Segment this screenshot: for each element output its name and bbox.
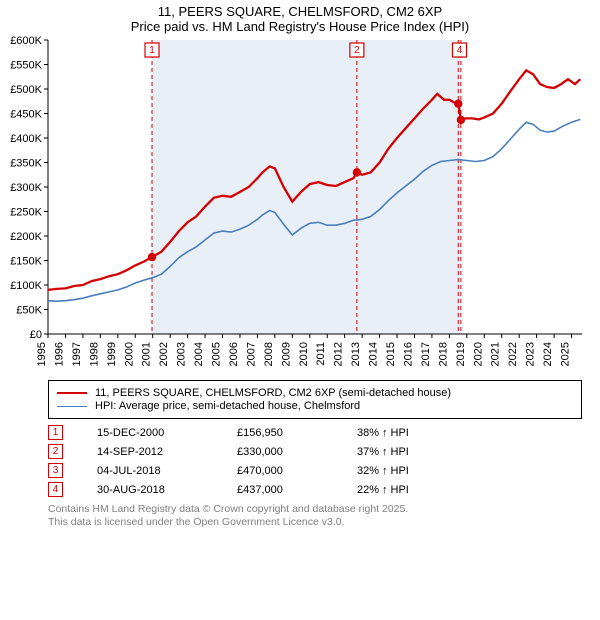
svg-text:2005: 2005 xyxy=(211,342,223,366)
svg-text:4: 4 xyxy=(457,45,463,56)
legend-row-hpi: HPI: Average price, semi-detached house,… xyxy=(57,400,573,412)
svg-text:£200K: £200K xyxy=(10,231,42,243)
svg-text:2000: 2000 xyxy=(123,342,135,366)
sale-marker-4: 4 xyxy=(48,482,63,497)
sale-delta: 22%↑HPI xyxy=(357,484,467,496)
legend: 11, PEERS SQUARE, CHELMSFORD, CM2 6XP (s… xyxy=(48,380,582,419)
sale-marker-2: 2 xyxy=(48,444,63,459)
sales-row: 1 15-DEC-2000£156,95038%↑HPI xyxy=(48,425,582,440)
legend-swatch-property xyxy=(57,392,87,394)
sale-price: £330,000 xyxy=(237,446,357,458)
svg-text:£400K: £400K xyxy=(10,133,42,145)
sales-table: 115-DEC-2000£156,95038%↑HPI214-SEP-2012£… xyxy=(48,425,582,497)
svg-text:1: 1 xyxy=(149,45,155,56)
svg-text:£550K: £550K xyxy=(10,60,42,72)
svg-text:2018: 2018 xyxy=(437,342,449,366)
sale-date: 30-AUG-2018 xyxy=(97,484,237,496)
svg-text:£0: £0 xyxy=(30,329,42,341)
svg-text:2: 2 xyxy=(354,45,360,56)
svg-text:£450K: £450K xyxy=(10,109,42,121)
svg-text:2012: 2012 xyxy=(333,342,345,366)
legend-label-property: 11, PEERS SQUARE, CHELMSFORD, CM2 6XP (s… xyxy=(95,387,451,399)
svg-text:2019: 2019 xyxy=(455,342,467,366)
svg-text:£250K: £250K xyxy=(10,207,42,219)
svg-text:1995: 1995 xyxy=(36,342,48,366)
svg-text:2001: 2001 xyxy=(141,342,153,366)
svg-text:1997: 1997 xyxy=(71,342,83,366)
title-line-2: Price paid vs. HM Land Registry's House … xyxy=(0,19,600,34)
svg-text:2021: 2021 xyxy=(490,342,502,366)
svg-text:£50K: £50K xyxy=(16,305,42,317)
sale-date: 14-SEP-2012 xyxy=(97,446,237,458)
svg-text:2014: 2014 xyxy=(368,342,380,366)
svg-text:2002: 2002 xyxy=(158,342,170,366)
svg-text:1998: 1998 xyxy=(88,342,100,366)
svg-text:2024: 2024 xyxy=(542,342,554,366)
sales-row: 4 30-AUG-2018£437,00022%↑HPI xyxy=(48,482,582,497)
svg-text:2013: 2013 xyxy=(350,342,362,366)
sale-price: £470,000 xyxy=(237,465,357,477)
sales-row: 3 04-JUL-2018£470,00032%↑HPI xyxy=(48,463,582,478)
sale-delta: 32%↑HPI xyxy=(357,465,467,477)
sale-delta: 38%↑HPI xyxy=(357,427,467,439)
svg-text:2017: 2017 xyxy=(420,342,432,366)
svg-text:2020: 2020 xyxy=(472,342,484,366)
legend-row-property: 11, PEERS SQUARE, CHELMSFORD, CM2 6XP (s… xyxy=(57,387,573,399)
svg-text:£350K: £350K xyxy=(10,158,42,170)
svg-text:1996: 1996 xyxy=(53,342,65,366)
title-line-1: 11, PEERS SQUARE, CHELMSFORD, CM2 6XP xyxy=(0,4,600,19)
price-chart: £0 £50K £100K £150K £200K £250K £300K £350K £400… xyxy=(0,36,600,376)
arrow-up-icon: ↑ xyxy=(382,465,388,477)
legend-label-hpi: HPI: Average price, semi-detached house,… xyxy=(95,400,360,412)
svg-text:2015: 2015 xyxy=(385,342,397,366)
sale-delta: 37%↑HPI xyxy=(357,446,467,458)
sale-price: £437,000 xyxy=(237,484,357,496)
sale-price: £156,950 xyxy=(237,427,357,439)
arrow-up-icon: ↑ xyxy=(382,446,388,458)
svg-text:£300K: £300K xyxy=(10,182,42,194)
svg-text:2011: 2011 xyxy=(315,342,327,366)
svg-text:2010: 2010 xyxy=(298,342,310,366)
footnote-line-1: Contains HM Land Registry data © Crown c… xyxy=(48,503,408,515)
footnote-line-2: This data is licensed under the Open Gov… xyxy=(48,516,345,528)
svg-text:2004: 2004 xyxy=(193,342,205,366)
chart-title-block: 11, PEERS SQUARE, CHELMSFORD, CM2 6XP Pr… xyxy=(0,0,600,34)
svg-text:£600K: £600K xyxy=(10,36,42,47)
footnote: Contains HM Land Registry data © Crown c… xyxy=(48,503,582,529)
svg-text:2025: 2025 xyxy=(560,342,572,366)
svg-text:2022: 2022 xyxy=(507,342,519,366)
svg-text:£500K: £500K xyxy=(10,84,42,96)
svg-text:£150K: £150K xyxy=(10,256,42,268)
sales-row: 2 14-SEP-2012£330,00037%↑HPI xyxy=(48,444,582,459)
svg-text:2008: 2008 xyxy=(263,342,275,366)
svg-text:2009: 2009 xyxy=(280,342,292,366)
sale-date: 04-JUL-2018 xyxy=(97,465,237,477)
svg-text:£100K: £100K xyxy=(10,280,42,292)
svg-text:2023: 2023 xyxy=(525,342,537,366)
svg-text:2016: 2016 xyxy=(402,342,414,366)
arrow-up-icon: ↑ xyxy=(382,484,388,496)
sale-marker-1: 1 xyxy=(48,425,63,440)
svg-text:2003: 2003 xyxy=(176,342,188,366)
sale-date: 15-DEC-2000 xyxy=(97,427,237,439)
arrow-up-icon: ↑ xyxy=(382,427,388,439)
legend-swatch-hpi xyxy=(57,406,87,407)
svg-text:2006: 2006 xyxy=(228,342,240,366)
svg-text:2007: 2007 xyxy=(245,342,257,366)
sale-marker-3: 3 xyxy=(48,463,63,478)
svg-text:1999: 1999 xyxy=(106,342,118,366)
